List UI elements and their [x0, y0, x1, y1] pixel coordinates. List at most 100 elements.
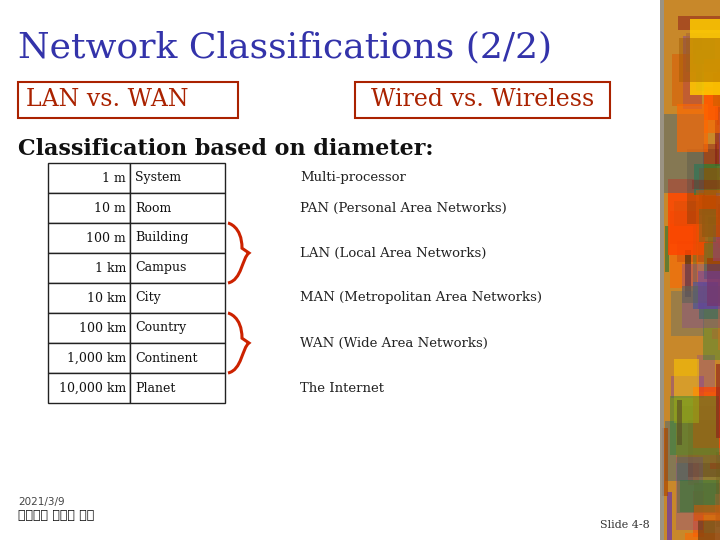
Text: 1 m: 1 m: [102, 172, 126, 185]
Text: Planet: Planet: [135, 381, 176, 395]
Bar: [674, 359, 698, 423]
Bar: [682, 264, 720, 328]
Bar: [48, 343, 130, 373]
Bar: [130, 283, 225, 313]
Bar: [719, 279, 720, 349]
Bar: [48, 253, 130, 283]
Bar: [693, 282, 720, 309]
Text: Continent: Continent: [135, 352, 197, 365]
Bar: [665, 114, 704, 193]
Bar: [712, 329, 720, 339]
Bar: [717, 230, 720, 240]
Bar: [685, 250, 691, 297]
Bar: [699, 209, 716, 241]
Bar: [48, 313, 130, 343]
Bar: [715, 494, 720, 540]
Bar: [677, 241, 720, 262]
Text: Campus: Campus: [135, 261, 186, 274]
Bar: [716, 193, 720, 239]
Bar: [702, 196, 720, 237]
Text: LAN vs. WAN: LAN vs. WAN: [26, 89, 189, 111]
Bar: [671, 376, 704, 398]
Bar: [660, 0, 720, 540]
Bar: [683, 286, 720, 302]
Bar: [672, 54, 702, 106]
Bar: [678, 16, 720, 30]
Bar: [693, 483, 720, 515]
Bar: [698, 520, 720, 540]
Bar: [130, 253, 225, 283]
Bar: [130, 313, 225, 343]
Text: LAN (Local Area Networks): LAN (Local Area Networks): [300, 246, 487, 260]
Bar: [716, 142, 720, 168]
Bar: [696, 50, 720, 91]
Bar: [711, 425, 720, 469]
Text: 1,000 km: 1,000 km: [67, 352, 126, 365]
Bar: [685, 532, 720, 540]
Bar: [693, 39, 716, 64]
Bar: [665, 226, 669, 273]
Text: 2021/3/9: 2021/3/9: [18, 497, 65, 507]
Bar: [675, 457, 703, 530]
Text: Building: Building: [135, 232, 189, 245]
Bar: [688, 454, 699, 484]
Bar: [693, 180, 720, 188]
Text: 100 km: 100 km: [78, 321, 126, 334]
Bar: [694, 164, 720, 195]
Bar: [48, 163, 130, 193]
Bar: [670, 224, 698, 288]
Text: 10 km: 10 km: [86, 292, 126, 305]
Bar: [686, 33, 720, 71]
Bar: [708, 217, 720, 261]
Bar: [706, 258, 720, 306]
Bar: [680, 480, 719, 512]
Bar: [690, 18, 720, 96]
Bar: [680, 38, 720, 82]
Bar: [716, 364, 720, 438]
Text: Room: Room: [135, 201, 171, 214]
Text: System: System: [135, 172, 181, 185]
Bar: [698, 271, 720, 309]
Bar: [670, 291, 704, 335]
Bar: [714, 73, 720, 106]
Bar: [716, 69, 720, 125]
Text: City: City: [135, 292, 161, 305]
Bar: [668, 179, 705, 255]
Bar: [687, 191, 720, 225]
Text: Wired vs. Wireless: Wired vs. Wireless: [371, 89, 594, 111]
Bar: [693, 387, 720, 448]
Bar: [667, 492, 672, 540]
Text: PAN (Personal Area Networks): PAN (Personal Area Networks): [300, 201, 507, 214]
Bar: [704, 59, 720, 133]
FancyBboxPatch shape: [18, 82, 238, 118]
Text: Classification based on diameter:: Classification based on diameter:: [18, 138, 433, 160]
Bar: [130, 193, 225, 223]
Bar: [130, 343, 225, 373]
Bar: [48, 283, 130, 313]
Bar: [670, 396, 719, 455]
Text: MAN (Metropolitan Area Networks): MAN (Metropolitan Area Networks): [300, 292, 542, 305]
Bar: [699, 301, 720, 319]
Bar: [698, 355, 715, 392]
Bar: [713, 225, 720, 261]
Bar: [660, 0, 664, 540]
Bar: [693, 226, 697, 283]
Bar: [703, 145, 717, 211]
FancyBboxPatch shape: [355, 82, 610, 118]
Bar: [688, 420, 720, 477]
Bar: [677, 104, 708, 152]
Bar: [130, 373, 225, 403]
Bar: [687, 149, 719, 224]
Bar: [683, 36, 702, 109]
Text: The Internet: The Internet: [300, 381, 384, 395]
Bar: [718, 219, 720, 248]
Bar: [48, 193, 130, 223]
Text: 10 m: 10 m: [94, 201, 126, 214]
Text: WAN (Wide Area Networks): WAN (Wide Area Networks): [300, 336, 488, 349]
Bar: [699, 167, 720, 215]
Bar: [704, 86, 718, 120]
Bar: [719, 112, 720, 177]
Bar: [719, 204, 720, 238]
Text: 1 km: 1 km: [94, 261, 126, 274]
Bar: [675, 406, 720, 463]
